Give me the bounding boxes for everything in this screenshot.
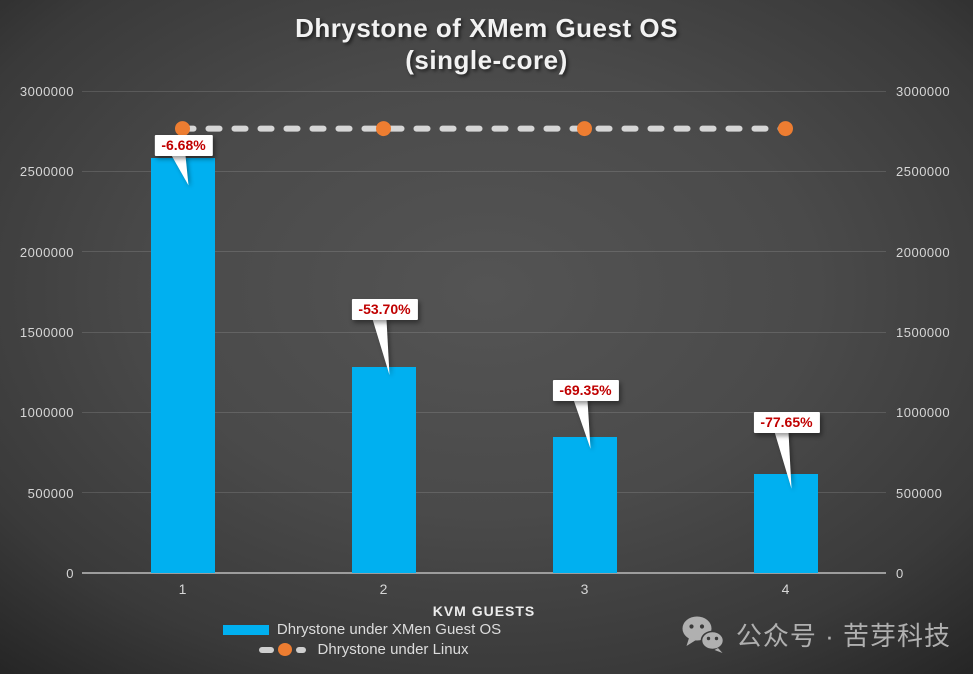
gridline [82,170,886,172]
wechat-icon [682,616,725,653]
plot-area: -6.68% -53.70% -69.35% -77.65% [82,90,886,574]
chart-title: Dhrystone of XMem Guest OS (single-core) [0,12,973,76]
y-axis-tick-left: 2500000 [19,164,74,180]
line-marker [577,121,592,137]
line-marker [778,121,793,137]
y-axis-tick-right: 1000000 [896,405,951,421]
x-axis-tick: 1 [178,581,187,597]
line-marker [175,121,190,137]
watermark: 公众号 · 苦芽科技 [680,615,951,653]
data-label-callout: -6.68% [154,135,213,157]
x-axis-tick: 3 [580,581,589,597]
line-marker [376,121,391,137]
data-label-callout: -69.35% [552,379,619,401]
legend: Dhrystone under XMen Guest OS Dhrystone … [82,621,642,658]
bar-kvm-4 [753,473,818,573]
bar-kvm-1 [150,158,215,573]
data-label-callout: -53.70% [351,299,418,321]
y-axis-tick-left: 2000000 [19,244,74,260]
legend-bar-swatch [222,624,269,635]
y-axis-tick-left: 3000000 [19,84,74,99]
x-axis-tick: 2 [379,581,388,597]
y-axis-tick-right: 3000000 [896,84,951,99]
y-axis-tick-left: 500000 [27,485,74,501]
gridline [82,331,886,333]
legend-line-label: Dhrystone under Linux [317,641,469,658]
gridline [82,492,886,494]
gridline [82,90,886,92]
y-axis-tick-left: 1000000 [19,405,74,421]
bar-kvm-3 [552,436,617,573]
legend-item-line-series: Dhrystone under Linux [256,641,469,658]
chart-title-line2: (single-core) [405,45,568,75]
legend-dashed-line-swatch [256,643,310,656]
data-label-callout: -77.65% [753,411,820,433]
x-axis-title: KVM GUESTS [432,603,536,619]
gridline [82,411,886,413]
chart-title-line1: Dhrystone of XMem Guest OS [295,13,678,43]
bar-kvm-2 [351,367,416,573]
x-axis-line [82,572,886,574]
legend-marker-dot [278,643,293,656]
y-axis-tick-right: 1500000 [896,325,951,340]
legend-item-bar-series: Dhrystone under XMen Guest OS [222,621,502,638]
watermark-text: 公众号 · 苦芽科技 [735,620,951,651]
x-axis-tick: 4 [781,581,790,597]
y-axis-tick-left: 1500000 [19,325,74,340]
y-axis-tick-right: 0 [896,566,904,581]
y-axis-tick-right: 2000000 [896,244,951,260]
gridline [82,251,886,253]
y-axis-tick-right: 2500000 [896,164,951,180]
y-axis-tick-left: 0 [66,566,74,581]
legend-bar-label: Dhrystone under XMen Guest OS [276,621,502,638]
y-axis-tick-right: 500000 [896,485,943,501]
